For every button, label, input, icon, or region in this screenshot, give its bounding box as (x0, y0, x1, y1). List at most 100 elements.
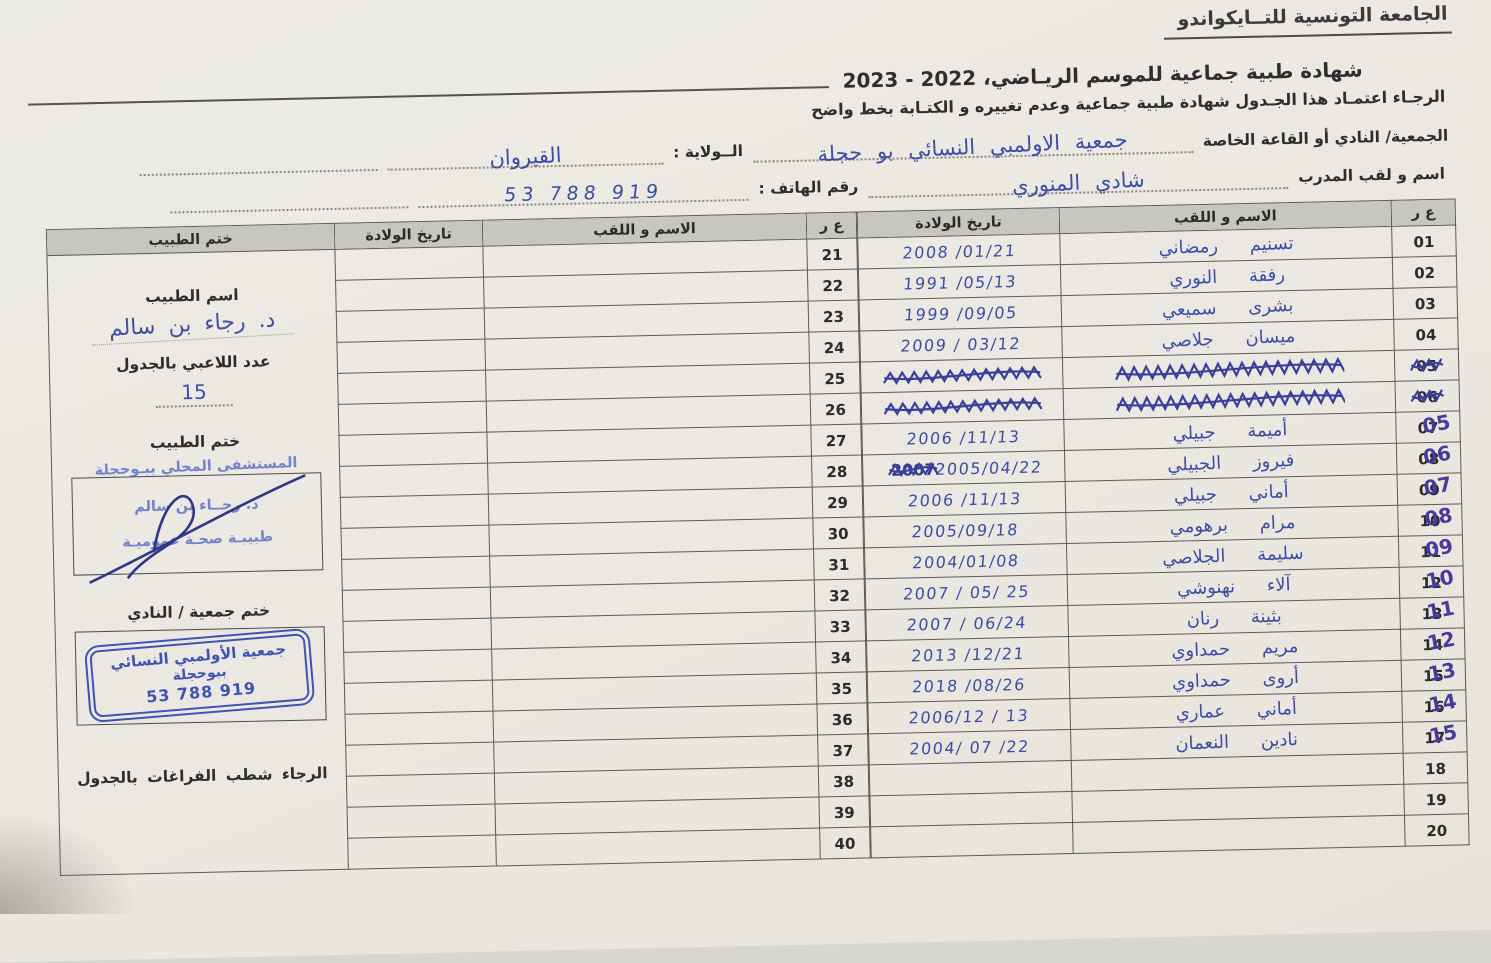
phone-field-value: 53 788 919 (503, 181, 664, 207)
number-cell: 01 (1392, 225, 1457, 257)
player-name: رفقة النوري (1168, 264, 1285, 290)
number-cell: 34 (816, 641, 867, 673)
row-number: 38 (833, 772, 854, 790)
row-number: 27 (826, 431, 847, 449)
number-cell: 33 (815, 610, 866, 642)
dotted-line (139, 143, 378, 176)
dob-cell (342, 587, 491, 621)
dob-cell (338, 370, 487, 404)
doctor-stamp-box: المستشفى المحلي ببـوحجلة د. رجــاء بن سا… (71, 472, 323, 575)
dob-cell: 2006 /11/13 (862, 420, 1065, 455)
players-count-value: 15 (155, 379, 233, 408)
corrected-row-number: 08 (1423, 503, 1455, 532)
row-number: 31 (828, 555, 849, 573)
page-title: شهادة طبية جماعية للموسم الريـاضي، 2022 … (842, 57, 1363, 92)
row-number: 20 (1426, 821, 1447, 839)
ink-scribble (1114, 387, 1345, 414)
crossed-out-date: 2007 (891, 459, 936, 479)
player-dob: 2013 /12/21 (910, 643, 1025, 665)
player-name: أروى حمداوي (1172, 666, 1300, 692)
row-number: 28 (826, 462, 847, 480)
dob-cell (871, 822, 1074, 857)
number-cell: 18 (1403, 752, 1468, 784)
player-dob: 2018 /08/26 (911, 674, 1026, 696)
ink-scribble (1113, 356, 1344, 383)
number-cell: 19 (1404, 783, 1469, 815)
row-number: 34 (830, 648, 851, 666)
player-name: بشرى سميعي (1161, 294, 1293, 320)
number-cell: 22 (807, 269, 858, 301)
ink-scribble (887, 460, 940, 478)
player-name: أميمة جبيلي (1172, 419, 1288, 444)
number-cell: 04 (1394, 318, 1459, 350)
doctor-stamp-label: ختم الطبيب (150, 432, 241, 452)
club-stamp: جمعية الأولمبي النسائي ببوحجلة 53 788 91… (90, 633, 311, 718)
player-dob: 2006 /11/13 (907, 488, 1022, 510)
dob-cell (870, 791, 1073, 826)
player-name: سليمة الجلاصي (1162, 542, 1304, 569)
corrected-row-number: 06 (1422, 441, 1454, 470)
doctor-signature (65, 451, 320, 592)
row-number: 39 (834, 803, 855, 821)
row-number: 01 (1413, 232, 1434, 250)
row-number: 03 (1415, 294, 1436, 312)
row-number: 21 (821, 245, 842, 263)
player-name: بثينة رنان (1186, 605, 1282, 630)
cross-out-note: الرجاء شطب الفراغات بالجدول (77, 764, 328, 787)
dob-cell (343, 618, 492, 652)
federation-title: الجامعة التونسية للتــايكواندو (1163, 2, 1452, 39)
dob-cell (348, 835, 497, 869)
number-cell: 21 (807, 238, 858, 270)
dob-cell: 2004/01/08 (865, 544, 1068, 579)
number-cell: 37 (818, 734, 869, 766)
row-number: 30 (828, 524, 849, 542)
club-stamp-box: جمعية الأولمبي النسائي ببوحجلة 53 788 91… (74, 626, 326, 725)
number-cell: 31 (814, 548, 865, 580)
player-dob: 2006/12 / 13 (908, 705, 1030, 727)
dob-cell: 2006 /11/13 (863, 482, 1066, 517)
dob-cell (347, 804, 496, 838)
trainer-field-value: شادي المنوري (1011, 168, 1145, 198)
row-number: 29 (827, 493, 848, 511)
column-header-number: ع ر (806, 212, 857, 239)
ink-scribble (1408, 356, 1445, 373)
dob-cell: 2004/ 07 /22 (869, 729, 1072, 764)
ink-scribble (1409, 387, 1446, 404)
player-name: آلاء نهنوشي (1176, 574, 1290, 599)
dob-cell: 2006/12 / 13 (868, 698, 1071, 733)
number-cell: 23 (808, 300, 859, 332)
corrected-row-number: 15 (1428, 720, 1460, 749)
number-cell: 35 (816, 672, 867, 704)
number-cell: 38 (818, 765, 869, 797)
row-number: 24 (824, 338, 845, 356)
dob-cell (345, 711, 494, 745)
name-cell (1073, 815, 1406, 853)
player-name: مرام برهومي (1169, 511, 1296, 537)
number-cell: 03 (1393, 287, 1458, 319)
number-cell: 30 (813, 517, 864, 549)
player-name: مريم حمداوي (1171, 635, 1299, 661)
dob-cell (346, 773, 495, 807)
row-number: 04 (1415, 325, 1436, 343)
player-name: ميسان جلاصي (1161, 325, 1295, 351)
player-dob: 2007 / 06/24 (906, 612, 1028, 634)
phone-field-label: رقم الهاتف : (758, 177, 858, 200)
dob-cell (344, 649, 493, 683)
player-dob: 2007 / 05/ 25 (902, 581, 1031, 603)
row-number: 37 (832, 741, 853, 759)
column-header-number: ع ر (1391, 199, 1456, 226)
number-cell: 29 (812, 486, 863, 518)
player-dob: 1991 /05/13 (902, 272, 1017, 294)
dob-cell (336, 277, 485, 311)
player-dob: 2005/09/18 (911, 520, 1020, 541)
dob-cell: 2009 / 03/12 (860, 327, 1063, 362)
number-cell: 39 (819, 796, 870, 828)
